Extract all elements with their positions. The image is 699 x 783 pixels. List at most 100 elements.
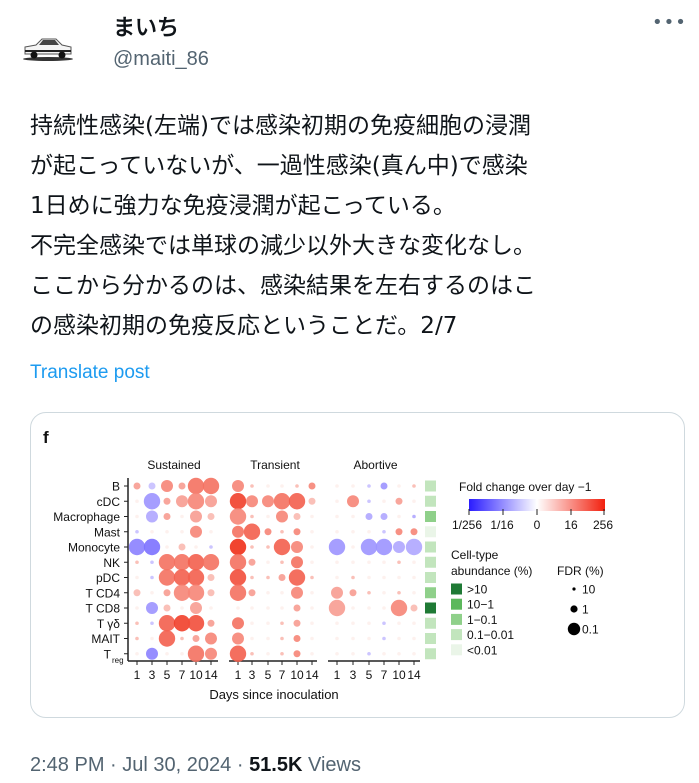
fdr-legend-dot: [567, 622, 581, 636]
dot-transient: [293, 635, 301, 642]
dot-abortive: [397, 590, 401, 595]
dot-abortive: [397, 514, 401, 519]
x-tick-label: 1: [334, 668, 341, 682]
post-line: 持続性感染(左端)では感染初期の免疫細胞の浸潤: [30, 113, 531, 139]
dot-transient: [310, 621, 314, 626]
fold-tick-label: 16: [564, 518, 578, 532]
x-tick-label: 14: [305, 668, 319, 682]
views-count: 51.5K: [249, 754, 303, 776]
dot-abortive: [351, 529, 355, 534]
dot-abortive: [412, 575, 416, 580]
dot-sustained: [202, 554, 220, 571]
dot-abortive: [380, 482, 388, 490]
dot-abortive: [412, 651, 416, 656]
translate-post-link[interactable]: Translate post: [30, 362, 150, 383]
dot-transient: [293, 619, 301, 627]
display-name[interactable]: まいち: [113, 16, 180, 41]
post-metadata: 2:48 PM · Jul 30, 2024 · 51.5K Views: [30, 754, 361, 777]
dot-abortive: [351, 575, 355, 580]
dot-transient: [266, 651, 270, 656]
dot-sustained: [190, 602, 202, 614]
dot-abortive: [367, 529, 371, 534]
row-label: T CD8: [86, 602, 121, 616]
avatar[interactable]: [22, 30, 74, 64]
dot-transient: [232, 525, 244, 538]
x-tick-label: 10: [392, 668, 406, 682]
dot-sustained: [135, 499, 139, 504]
fdr-legend-title: FDR (%): [557, 564, 604, 578]
dot-sustained: [146, 647, 158, 660]
abundance-square: [425, 480, 436, 492]
dot-transient: [288, 569, 306, 586]
dot-abortive: [397, 621, 401, 626]
post-line: の感染初期の免疫反応ということだ。2/7: [30, 313, 458, 339]
dot-sustained: [163, 513, 171, 520]
dot-sustained: [150, 636, 154, 641]
fdr-legend-label: 10: [582, 583, 596, 597]
post-time[interactable]: 2:48 PM: [30, 754, 105, 776]
dot-sustained: [207, 589, 215, 597]
dot-sustained: [135, 636, 139, 641]
dot-transient: [266, 560, 270, 565]
dot-abortive: [367, 636, 371, 641]
dot-transient: [229, 645, 247, 662]
fdr-legend-dot: [572, 587, 576, 591]
dot-abortive: [382, 575, 386, 580]
abundance-legend-swatch: [451, 644, 462, 656]
fdr-legend-label: 0.1: [582, 623, 599, 637]
x-tick-label: 14: [204, 668, 218, 682]
dot-transient: [266, 606, 270, 610]
x-axis-label: Days since inoculation: [209, 687, 338, 702]
x-tick-label: 1: [134, 668, 141, 682]
views-label: Views: [308, 754, 361, 776]
abundance-legend-swatch: [451, 629, 462, 641]
dot-sustained: [194, 545, 198, 549]
abundance-legend-label: <0.01: [467, 643, 498, 657]
post-line: が起こっていないが、一過性感染(真ん中)で感染: [30, 153, 528, 179]
more-horizontal-icon[interactable]: •••: [652, 12, 687, 33]
dot-transient: [229, 584, 247, 601]
dot-transient: [250, 606, 254, 610]
dot-sustained: [192, 635, 200, 642]
dot-abortive: [335, 621, 339, 626]
abundance-square: [425, 556, 436, 568]
dot-abortive: [382, 651, 386, 656]
row-label: T CD4: [86, 586, 121, 600]
dot-abortive: [349, 589, 357, 597]
dot-transient: [310, 636, 314, 641]
separator: ·: [236, 754, 244, 776]
dot-sustained: [173, 569, 191, 586]
dot-transient: [250, 636, 254, 641]
dot-sustained: [190, 525, 202, 538]
dot-abortive: [405, 538, 423, 556]
abundance-legend-label: 0.1−0.01: [467, 628, 514, 642]
dot-transient: [310, 514, 314, 519]
fold-tick-label: 1/16: [490, 518, 514, 532]
abundance-square: [425, 602, 436, 614]
dot-transient: [280, 590, 284, 595]
user-handle[interactable]: @maiti_86: [113, 48, 209, 70]
dot-transient: [248, 589, 256, 597]
row-label: T: [104, 647, 112, 661]
dot-transient: [291, 556, 303, 569]
abundance-square: [425, 633, 436, 644]
dot-abortive: [397, 651, 401, 656]
dot-transient: [266, 514, 270, 519]
abundance-legend-title-2: abundance (%): [451, 564, 532, 578]
x-tick-label: 3: [350, 668, 357, 682]
dot-sustained: [165, 545, 169, 549]
post-date[interactable]: Jul 30, 2024: [122, 754, 232, 776]
row-label: cDC: [97, 495, 121, 509]
dot-sustained: [205, 495, 217, 508]
dot-transient: [262, 495, 274, 508]
dot-sustained: [135, 621, 139, 626]
dot-sustained: [150, 560, 154, 565]
dot-sustained: [165, 651, 169, 656]
dot-abortive: [382, 590, 386, 595]
post-line: ここから分かるのは、感染結果を左右するのはこ: [30, 273, 536, 299]
dot-abortive: [365, 513, 373, 520]
dot-sustained: [135, 575, 139, 580]
dot-sustained: [205, 647, 217, 660]
dot-transient: [291, 586, 303, 599]
